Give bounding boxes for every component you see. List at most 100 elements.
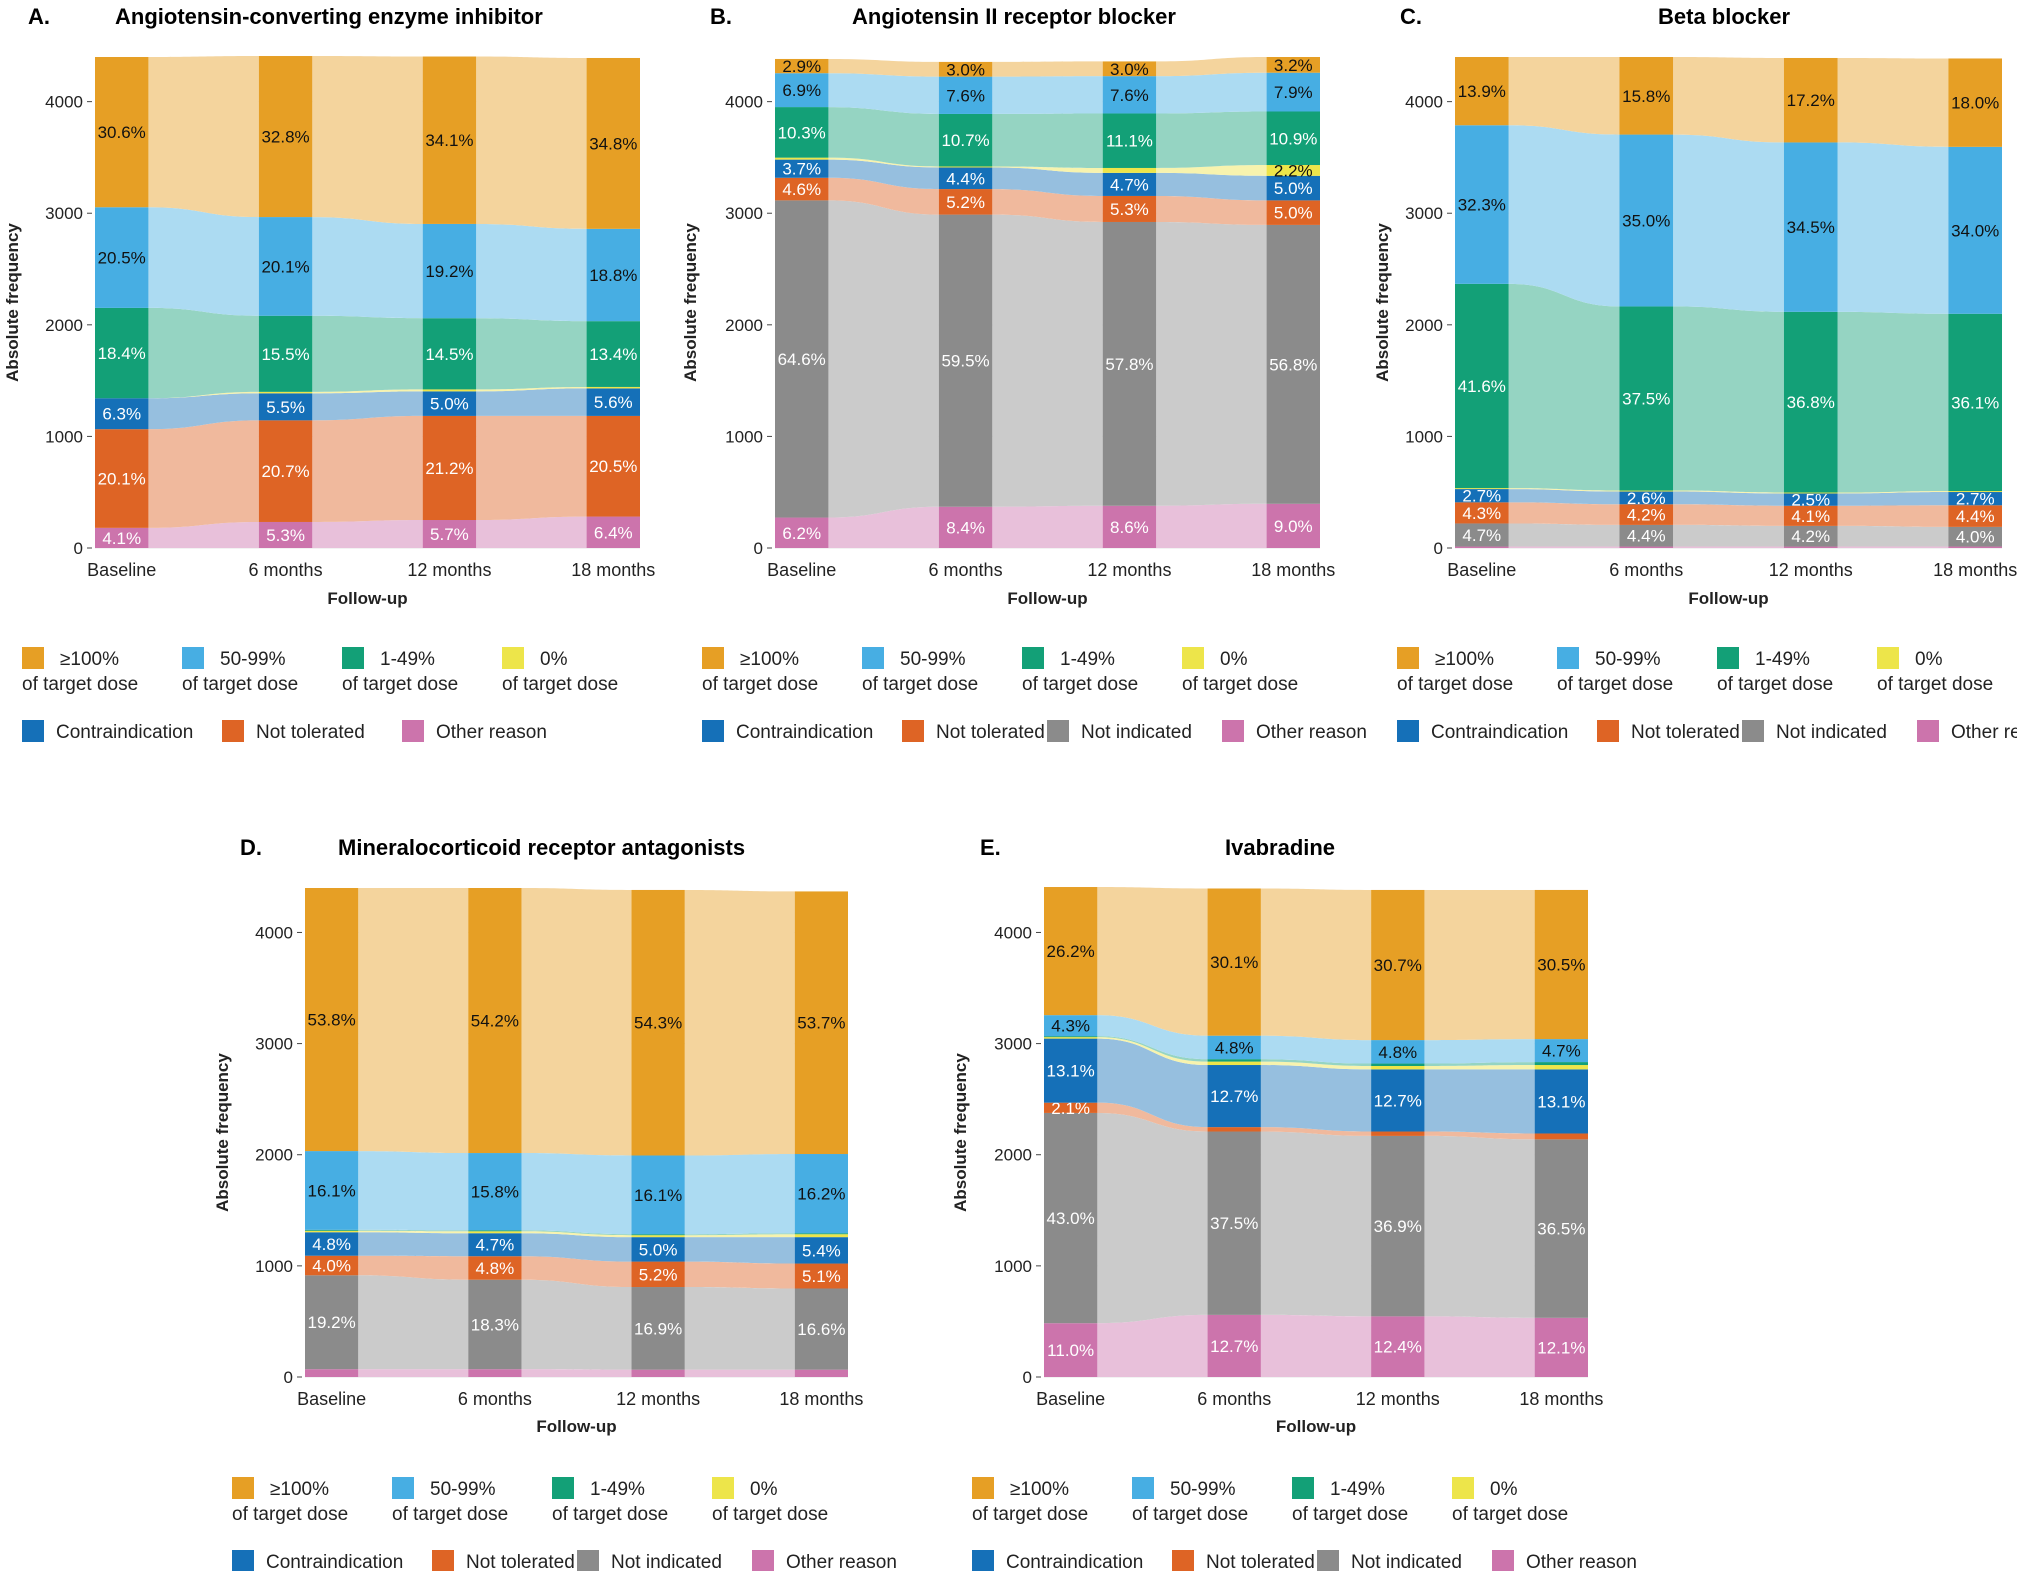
bar-segment-other — [1783, 546, 1838, 548]
legend-label: of target dose — [552, 1504, 668, 1525]
bar-segment-dose100 — [468, 888, 522, 1154]
legend-label: 1-49% — [1755, 649, 1810, 670]
segment-label: 4.8% — [1378, 1043, 1417, 1062]
flow-band-dose0 — [476, 386, 587, 392]
flow-band-contra — [148, 393, 259, 430]
legend-label: of target dose — [862, 674, 978, 695]
legend-swatch-contra — [1397, 720, 1419, 742]
flow-band-notind — [828, 200, 939, 518]
legend-label: Not indicated — [1776, 722, 1887, 743]
x-axis-label: Follow-up — [536, 1417, 616, 1436]
bar-segment-dose1 — [305, 1229, 359, 1231]
bar-segment-dose100 — [631, 889, 685, 1156]
segment-label: 54.2% — [471, 1012, 519, 1031]
legend-label: of target dose — [712, 1504, 828, 1525]
legend-swatch-dose100 — [232, 1477, 254, 1499]
bar-segment-nottol — [305, 1255, 359, 1276]
bar-segment-other — [422, 520, 477, 548]
segment-label: 59.5% — [941, 352, 989, 371]
flow-band-contra — [1837, 492, 1949, 506]
panel-letter: E. — [980, 835, 1001, 860]
segment-label: 34.0% — [1951, 221, 1999, 240]
bar-segment-dose1 — [775, 107, 829, 158]
flow-band-notind — [1156, 221, 1267, 506]
chart-panel-3: C. Beta blocker010002000300040004.7%4.3%2… — [1373, 4, 2017, 743]
flow-band-dose50 — [1508, 125, 1620, 307]
y-tick-label: 3000 — [994, 1035, 1032, 1054]
flow-band-nottol — [1097, 1102, 1208, 1132]
panel-letter: A. — [28, 4, 50, 29]
segment-label: 13.1% — [1047, 1062, 1095, 1081]
bar-segment-nottol — [794, 1263, 848, 1289]
bar-segment-nottol — [1619, 504, 1674, 525]
legend-swatch-notind — [1742, 720, 1764, 742]
flow-band-dose50 — [148, 207, 259, 316]
segment-label: 43.0% — [1047, 1209, 1095, 1228]
bar-segment-dose1 — [1207, 1059, 1261, 1062]
segment-label: 12.7% — [1210, 1087, 1258, 1106]
segment-label: 3.2% — [1274, 56, 1313, 75]
segment-label: 6.2% — [782, 524, 821, 543]
bar-segment-dose50 — [1619, 134, 1674, 307]
bar-segment-nottol — [1266, 200, 1320, 225]
bar-segment-nottol — [1948, 505, 2002, 527]
segment-label: 4.4% — [1627, 527, 1666, 546]
legend-swatch-dose1 — [1292, 1477, 1314, 1499]
bar-segment-contra — [1266, 175, 1320, 201]
segment-label: 4.2% — [1627, 506, 1666, 525]
bar-segment-dose50 — [1266, 72, 1320, 112]
bar-segment-nottol — [631, 1261, 685, 1288]
segment-label: 5.3% — [266, 526, 305, 545]
bar-segment-dose1 — [1455, 283, 1509, 489]
segment-label: 4.6% — [782, 180, 821, 199]
x-tick-label: 18 months — [571, 560, 655, 580]
legend-label: 0% — [1490, 1479, 1518, 1500]
segment-label: 34.1% — [425, 131, 473, 150]
x-tick-label: 18 months — [1251, 560, 1335, 580]
segment-label: 36.9% — [1374, 1217, 1422, 1236]
segment-label: 4.4% — [946, 169, 985, 188]
bar-segment-contra — [95, 398, 149, 430]
segment-label: 2.6% — [1627, 489, 1666, 508]
bar-segment-other — [1534, 1317, 1588, 1377]
bar-segment-dose1 — [794, 1233, 848, 1235]
segment-label: 2.7% — [1462, 487, 1501, 506]
segment-label: 4.8% — [312, 1235, 351, 1254]
bar-segment-notind — [1619, 524, 1674, 547]
segment-label: 41.6% — [1458, 377, 1506, 396]
bar-segment-dose50 — [1102, 76, 1157, 114]
bar-segment-dose100 — [1619, 57, 1674, 135]
segment-label: 18.0% — [1951, 94, 1999, 113]
flow-band-dose1 — [1156, 111, 1267, 168]
segment-label: 21.2% — [425, 459, 473, 478]
legend-label: Contraindication — [266, 1552, 403, 1571]
y-tick-label: 0 — [74, 539, 83, 558]
legend-label: of target dose — [1292, 1504, 1408, 1525]
legend-label: ≥100% — [740, 649, 799, 670]
flow-band-dose0 — [312, 389, 423, 394]
flow-band-dose50 — [1260, 1035, 1372, 1064]
chart-panel-5: E. Ivabradine 0 1000 2000 3000 4000 11.0% 43.0% 2… — [951, 835, 1637, 1571]
segment-label: 36.8% — [1787, 393, 1835, 412]
flow-band-dose0 — [1097, 1037, 1208, 1066]
bar-segment-other — [1371, 1316, 1425, 1377]
x-tick-label: 18 months — [1933, 560, 2017, 580]
bar-segment-dose1 — [1044, 1036, 1098, 1038]
segment-label: 10.3% — [778, 123, 826, 142]
flow-band-dose100 — [992, 61, 1103, 77]
panel-title: Angiotensin II receptor blocker — [852, 4, 1176, 29]
y-tick-label: 4000 — [1405, 93, 1443, 112]
legend-label: of target dose — [392, 1504, 508, 1525]
segment-label: 20.1% — [98, 470, 146, 489]
y-tick-label: 4000 — [255, 923, 293, 942]
legend-label: Contraindication — [56, 722, 193, 743]
bar-segment-dose0 — [1619, 490, 1674, 492]
bar-segment-dose0 — [1207, 1061, 1261, 1066]
flow-band-notind — [1424, 1135, 1535, 1318]
legend-swatch-dose50 — [1557, 647, 1579, 669]
bar-segment-dose50 — [586, 228, 640, 322]
legend-label: Other reason — [1256, 722, 1367, 743]
segment-label: 20.1% — [261, 257, 309, 276]
bar-segment-notind — [1371, 1135, 1425, 1317]
bar-segment-dose1 — [1102, 113, 1157, 168]
